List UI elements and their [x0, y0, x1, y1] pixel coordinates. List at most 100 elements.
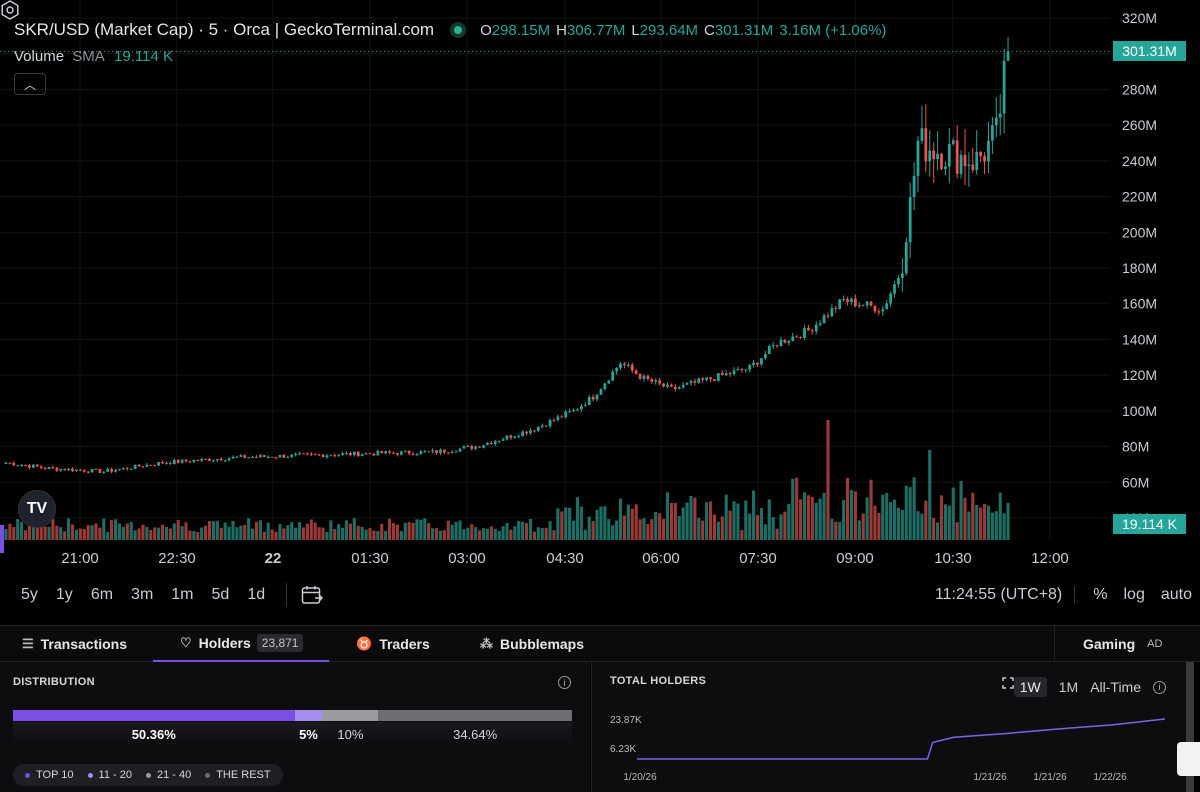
side-panel-toggle[interactable] — [1177, 742, 1200, 776]
price-axis-label: 140M — [1122, 331, 1157, 347]
candle-body — [697, 378, 701, 383]
volume-legend: Volume SMA 19.114 K — [14, 48, 173, 65]
volume-bar — [759, 508, 764, 540]
candle-body — [763, 353, 767, 359]
date-range-button[interactable] — [286, 583, 324, 607]
volume-bar — [740, 530, 744, 540]
range-button-6m[interactable]: 6m — [90, 586, 114, 603]
volume-bar — [509, 529, 513, 540]
range-button-1d[interactable]: 1d — [247, 586, 266, 603]
volume-bar — [599, 506, 603, 540]
candle-body — [376, 450, 380, 456]
volume-bar — [184, 522, 188, 540]
candle-body — [568, 411, 572, 413]
candle-body — [208, 459, 211, 462]
candle-body — [857, 305, 861, 307]
candle-body — [822, 315, 826, 324]
expand-icon[interactable] — [1002, 677, 1014, 689]
chart-settings-icon[interactable] — [0, 0, 20, 20]
candle-body — [619, 363, 622, 368]
price-chart[interactable]: 320M300M280M260M240M220M200M180M160M140M… — [0, 0, 1200, 567]
candle-body — [732, 370, 736, 375]
left-edge-marker — [0, 525, 4, 553]
tradingview-logo-icon[interactable]: TV — [18, 490, 56, 528]
holders-range-1w[interactable]: 1W — [1013, 677, 1047, 697]
legend-label: TOP 10 — [36, 769, 74, 781]
candle-body — [325, 455, 329, 458]
candle-body — [791, 336, 795, 341]
candle-body — [235, 456, 239, 458]
range-button-3m[interactable]: 3m — [131, 586, 154, 603]
volume-bar — [297, 522, 302, 540]
price-axis-label: 260M — [1122, 117, 1157, 133]
tab-traders[interactable]: ♉ Traders — [356, 626, 430, 662]
gaming-ad-button[interactable]: Gaming AD — [1054, 626, 1200, 662]
volume-bar — [321, 527, 325, 540]
candle-body — [102, 471, 106, 473]
holders-range-all-time[interactable]: All-Time — [1090, 679, 1141, 695]
volume-bar — [282, 528, 286, 540]
time-axis-label: 03:00 — [448, 550, 486, 567]
holders-x-label: 1/21/26 — [973, 772, 1007, 783]
candle-body — [247, 457, 251, 459]
range-button-5d[interactable]: 5d — [211, 586, 230, 603]
candle-body — [963, 154, 967, 167]
info-icon[interactable]: i — [1153, 680, 1166, 694]
volume-bar — [153, 527, 157, 540]
scale-option-percent[interactable]: % — [1093, 586, 1108, 603]
volume-bar — [791, 478, 795, 540]
volume-bar — [752, 490, 756, 540]
candle-body — [713, 379, 716, 381]
price-axis-label: 280M — [1122, 81, 1157, 97]
volume-bar — [180, 526, 184, 540]
volume-bar — [325, 531, 329, 540]
volume-bar — [254, 521, 259, 540]
tab-transactions[interactable]: ☰ Transactions — [22, 626, 127, 662]
volume-bar — [481, 528, 486, 540]
candle-body — [239, 455, 243, 457]
volume-bar — [607, 519, 611, 540]
volume-bar — [55, 525, 59, 540]
volume-bar — [458, 520, 462, 540]
candle-body — [900, 273, 904, 279]
volume-bar — [716, 521, 720, 540]
volume-bar — [207, 520, 212, 540]
collapse-legend-button[interactable]: ︿ — [14, 73, 46, 95]
candle-body — [384, 451, 388, 454]
scale-option-log[interactable]: log — [1123, 586, 1145, 603]
volume-bar — [924, 500, 928, 540]
candle-body — [599, 389, 603, 395]
range-button-5y[interactable]: 5y — [21, 586, 38, 603]
holders-range-1m[interactable]: 1M — [1058, 679, 1079, 695]
panel-scrollbar[interactable] — [1186, 662, 1194, 792]
distribution-bar — [13, 710, 572, 721]
candle-body — [720, 373, 724, 376]
candle-body — [920, 128, 924, 141]
tab-holders[interactable]: ♡ Holders 23,871 — [153, 626, 329, 662]
volume-bar — [873, 505, 877, 540]
clock-readout[interactable]: 11:24:55 (UTC+8) — [935, 586, 1076, 604]
price-change: 3.16M (+1.06%) — [779, 21, 887, 39]
candle-body — [161, 462, 164, 464]
candle-body — [482, 445, 485, 448]
ohlc-value: 293.64M — [639, 21, 699, 39]
candle-body — [415, 454, 419, 456]
candle-body — [818, 323, 822, 325]
range-button-1m[interactable]: 1m — [171, 586, 194, 603]
candle-body — [881, 309, 885, 312]
candlestick-chart-canvas[interactable]: 320M300M280M260M240M220M200M180M160M140M… — [0, 0, 1200, 578]
candle-body — [51, 467, 55, 469]
info-icon[interactable]: i — [558, 676, 571, 689]
candle-body — [552, 420, 556, 422]
candle-body — [799, 336, 802, 338]
candle-body — [137, 464, 141, 467]
candle-body — [838, 299, 842, 309]
volume-bar — [493, 528, 497, 540]
volume-bar — [771, 517, 775, 540]
range-button-1y[interactable]: 1y — [55, 586, 73, 603]
tab-bubblemaps[interactable]: ⁂ Bubblemaps — [480, 626, 584, 662]
candle-body — [877, 311, 881, 313]
candle-body — [380, 450, 384, 454]
volume-bar — [376, 531, 380, 540]
scale-option-auto[interactable]: auto — [1160, 586, 1192, 603]
